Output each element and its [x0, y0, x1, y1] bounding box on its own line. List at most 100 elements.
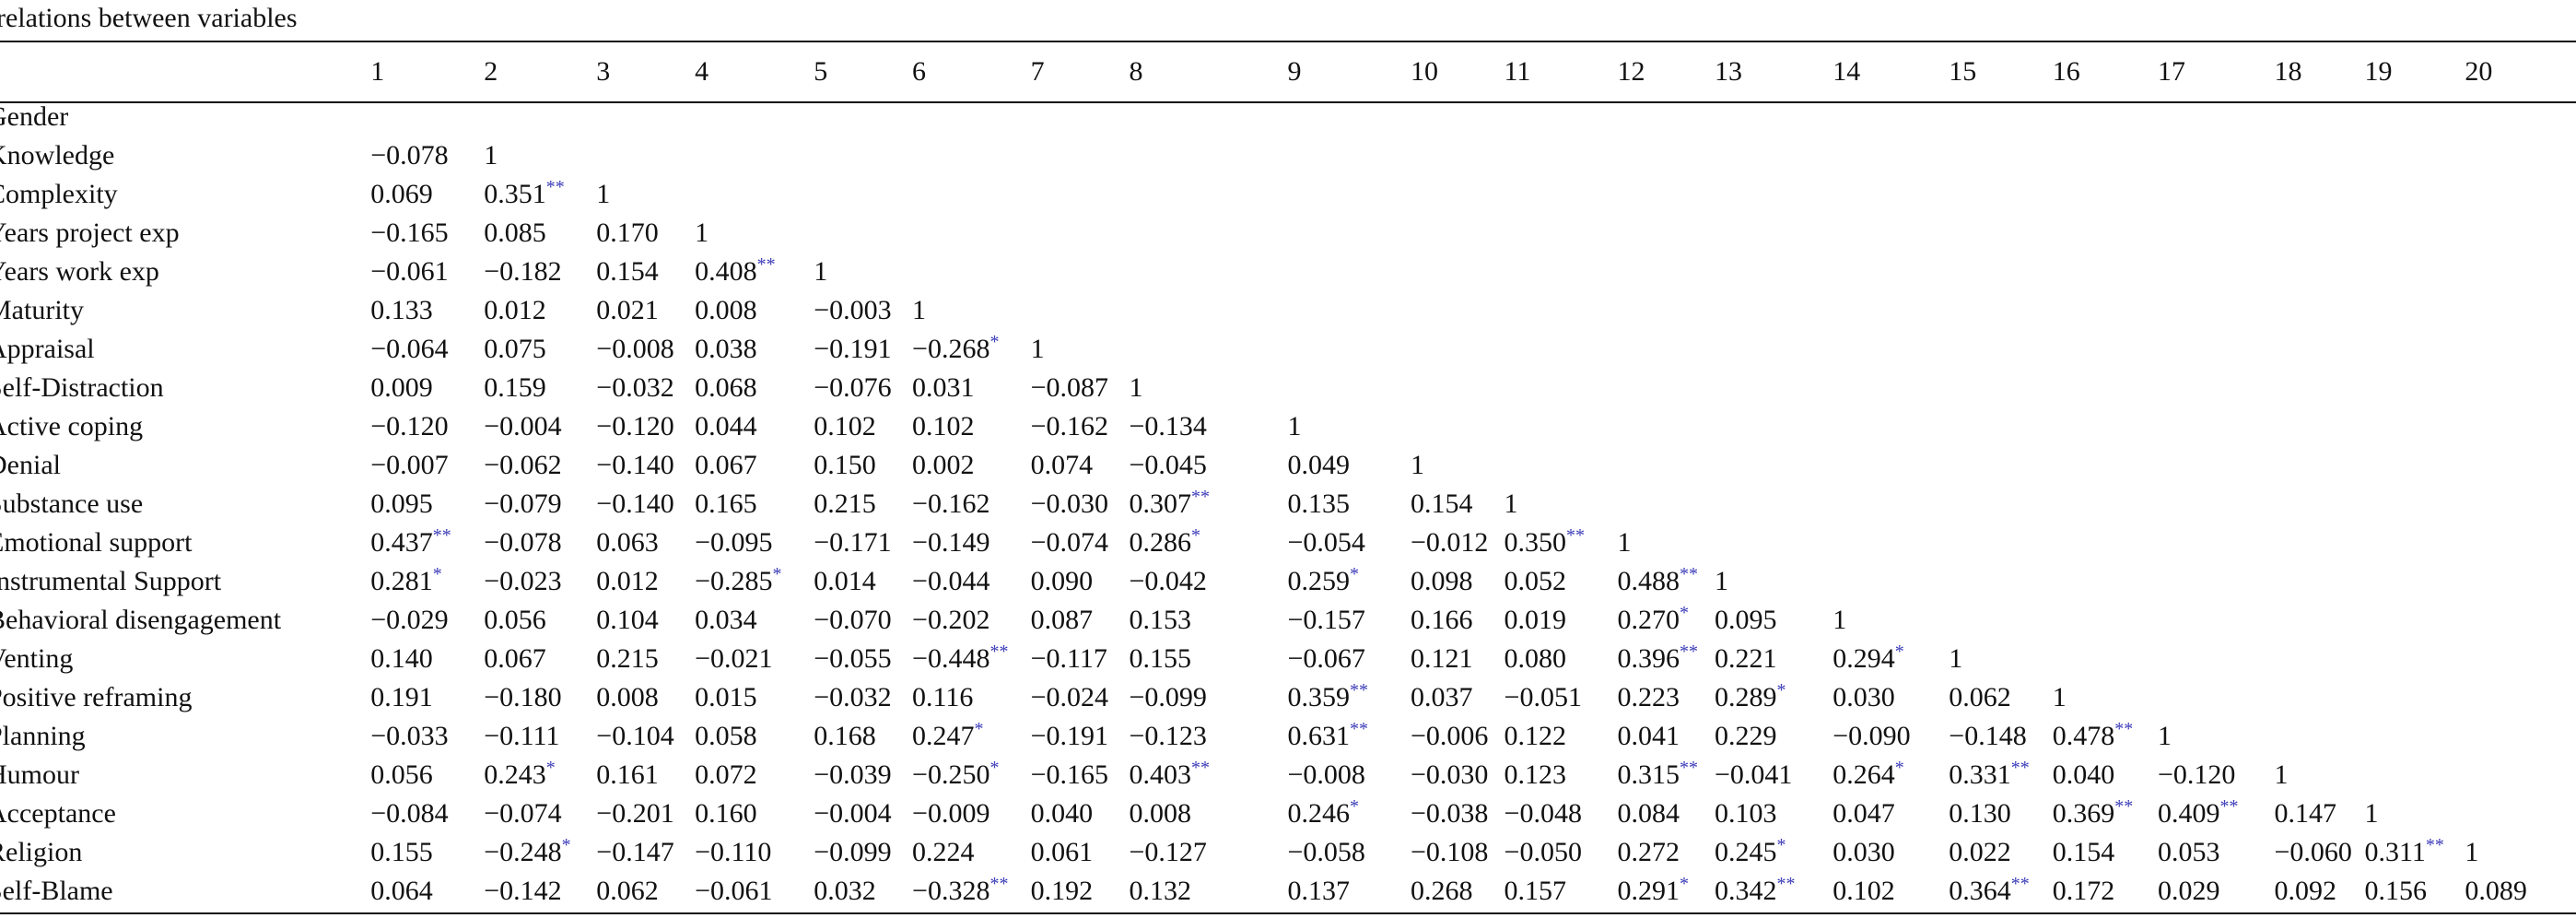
correlation-cell: 0.047: [1832, 794, 1949, 833]
correlation-cell: [370, 98, 484, 136]
row-label: Instrumental Support: [0, 566, 222, 596]
correlation-cell: 0.067: [695, 446, 814, 485]
table-row: Years project exp −0.165 0.085 0.170 1: [0, 214, 2576, 253]
significance-marker: **: [2114, 719, 2134, 739]
correlation-value: 0.012: [484, 295, 546, 325]
correlation-cell: 0.191: [370, 678, 484, 717]
correlation-value: 0.403: [1129, 759, 1191, 790]
correlation-cell: [1618, 485, 1715, 524]
correlation-cell: [2365, 369, 2465, 407]
correlation-cell: [2465, 562, 2576, 601]
table-row: Maturity 0.133 0.012 0.021 0.008 −0.003 1: [0, 291, 2576, 330]
correlation-cell: [2465, 330, 2576, 369]
correlation-cell: [1618, 291, 1715, 330]
correlation-cell: −0.058: [1287, 833, 1410, 872]
correlation-cell: −0.009: [912, 794, 1031, 833]
correlation-value: 0.286: [1129, 527, 1191, 558]
correlation-value: −0.191: [814, 334, 892, 364]
correlation-cell: 0.041: [1618, 717, 1715, 756]
correlation-cell: 0.140: [370, 640, 484, 678]
correlation-cell: 0.264*: [1832, 756, 1949, 794]
correlation-value: 0.052: [1504, 566, 1567, 596]
correlation-cell: [695, 175, 814, 214]
correlation-cell: 0.272: [1618, 833, 1715, 872]
correlation-cell: [596, 136, 695, 175]
correlation-cell: 0.281*: [370, 562, 484, 601]
correlation-value: 0.221: [1714, 643, 1777, 674]
correlation-cell: 0.229: [1715, 717, 1832, 756]
correlation-value: −0.180: [484, 682, 562, 712]
correlation-cell: 0.104: [596, 601, 695, 640]
correlation-cell: [1129, 98, 1287, 136]
correlation-cell: 1: [1618, 524, 1715, 562]
correlation-value: 0.056: [484, 605, 546, 635]
correlation-cell: [2158, 214, 2274, 253]
correlation-value: 0.161: [596, 759, 659, 790]
correlation-cell: [1287, 136, 1410, 175]
correlation-cell: 0.154: [1411, 485, 1505, 524]
significance-marker: *: [1349, 564, 1359, 584]
correlation-value: 0.062: [596, 876, 659, 906]
correlation-cell: −0.095: [695, 524, 814, 562]
correlation-cell: [1031, 175, 1130, 214]
correlation-cell: −0.182: [484, 253, 596, 291]
correlation-value: −0.108: [1410, 837, 1489, 867]
correlation-cell: [1287, 330, 1410, 369]
correlation-cell: [1129, 175, 1287, 214]
correlation-cell: 0.153: [1129, 601, 1287, 640]
row-label: Substance use: [0, 488, 144, 519]
correlation-cell: [1505, 291, 1618, 330]
correlation-cell: 0.061: [1031, 833, 1130, 872]
correlation-cell: [695, 98, 814, 136]
correlation-value: 0.135: [1287, 488, 1350, 519]
correlation-cell: −0.140: [596, 446, 695, 485]
correlation-value: 0.154: [596, 256, 659, 287]
correlation-cell: −0.120: [370, 407, 484, 446]
correlation-cell: 1: [2158, 717, 2274, 756]
correlation-value: 0.224: [912, 837, 975, 867]
correlation-cell: [1949, 601, 2052, 640]
table-row: Substance use 0.095 −0.079 −0.140 0.165 0.215…: [0, 485, 2576, 524]
correlation-cell: [2465, 446, 2576, 485]
correlation-cell: 0.019: [1505, 601, 1618, 640]
correlation-cell: [1832, 330, 1949, 369]
significance-marker: **: [2114, 796, 2134, 817]
correlation-cell: [2158, 678, 2274, 717]
correlation-cell: 1: [1715, 562, 1832, 601]
correlation-cell: −0.108: [1411, 833, 1505, 872]
correlation-value: −0.248: [484, 837, 562, 867]
correlation-cell: −0.078: [484, 524, 596, 562]
correlation-cell: −0.117: [1031, 640, 1130, 678]
correlation-cell: [1832, 291, 1949, 330]
correlation-cell: [2274, 485, 2364, 524]
correlation-cell: [2053, 369, 2158, 407]
correlation-value: 1: [1832, 605, 1847, 635]
correlation-value: 0.098: [1410, 566, 1473, 596]
correlation-cell: 0.351**: [484, 175, 596, 214]
correlation-cell: [1832, 485, 1949, 524]
correlation-cell: [1618, 253, 1715, 291]
correlation-cell: 0.038: [695, 330, 814, 369]
correlation-cell: 0.062: [596, 872, 695, 911]
correlation-cell: [1618, 175, 1715, 214]
correlation-value: −0.120: [596, 411, 674, 441]
correlation-cell: −0.004: [484, 407, 596, 446]
correlation-cell: 1: [1031, 330, 1130, 369]
column-header: 16: [2052, 56, 2080, 87]
correlation-value: 1: [2465, 837, 2479, 867]
correlation-value: 0.140: [370, 643, 433, 674]
correlation-value: 0.215: [814, 488, 876, 519]
correlation-value: −0.084: [370, 798, 449, 829]
table-row: Knowledge −0.078 1: [0, 136, 2576, 175]
correlation-cell: [2274, 601, 2364, 640]
table-row: Venting 0.140 0.067 0.215 −0.021 −0.055 −0.448…: [0, 640, 2576, 678]
correlation-cell: [2465, 794, 2576, 833]
correlation-cell: 0.223: [1618, 678, 1715, 717]
correlation-cell: −0.032: [596, 369, 695, 407]
correlation-value: 0.122: [1504, 721, 1567, 751]
correlation-cell: 0.286*: [1129, 524, 1287, 562]
correlation-value: −0.285: [695, 566, 773, 596]
correlation-cell: 0.331**: [1949, 756, 2052, 794]
significance-marker: **: [432, 525, 451, 546]
correlation-value: −0.201: [596, 798, 674, 829]
